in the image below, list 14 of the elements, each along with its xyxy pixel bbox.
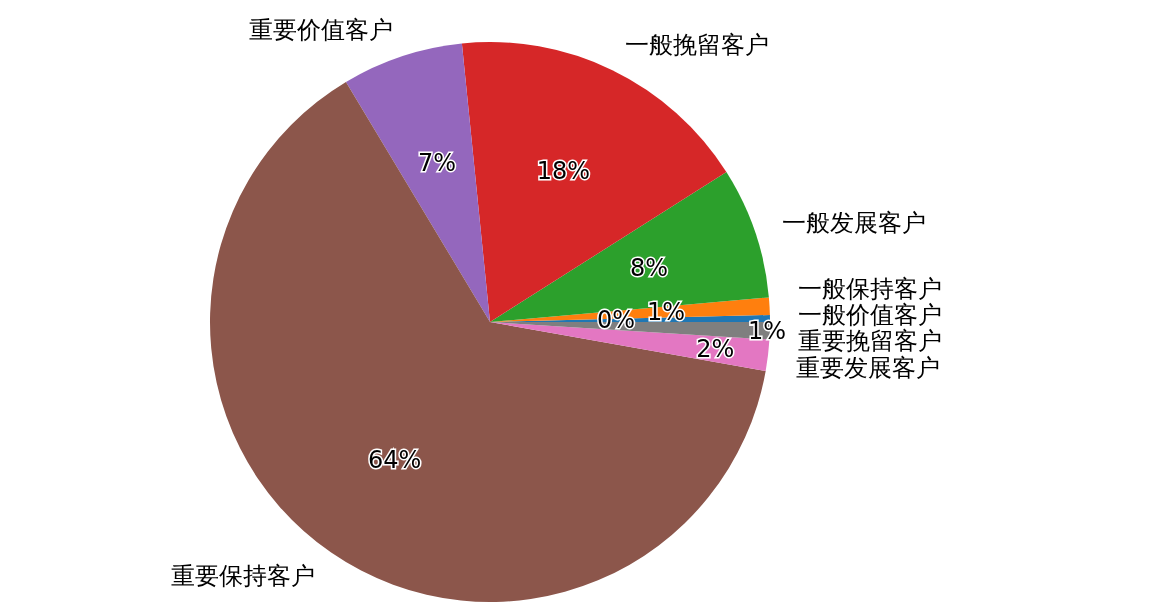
data-label: 7% [418,148,457,177]
slice-label: 一般保持客户 [797,274,942,303]
data-label: 18% [536,156,591,185]
slice-label: 重要保持客户 [171,561,316,590]
data-label: 8% [630,254,669,283]
slice-label: 一般挽留客户 [624,30,769,59]
data-label: 0% [596,306,636,335]
slice-label: 重要价值客户 [248,15,393,44]
data-label: 2% [696,335,735,364]
slice-label: 重要发展客户 [795,353,940,382]
pie-slice [345,43,490,322]
data-label: 64% [368,446,422,475]
slice-label: 重要挽留客户 [797,327,942,356]
slice-label: 一般发展客户 [781,209,926,238]
